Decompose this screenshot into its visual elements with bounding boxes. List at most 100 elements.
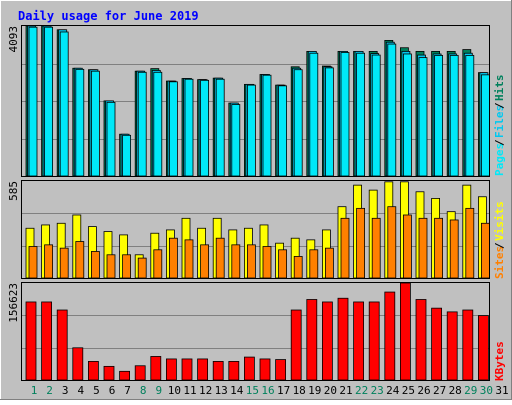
kbytes-bar-day-12 — [197, 358, 209, 381]
sites-bar-day-3 — [59, 247, 69, 279]
kbytes-bar-day-21 — [337, 297, 349, 381]
legend-files: Files — [493, 105, 506, 138]
x-label-day-4: 4 — [77, 384, 84, 397]
sites-bar-day-7 — [122, 254, 131, 279]
kbytes-bar-day-6 — [103, 365, 115, 381]
x-axis-labels: 1 2 3 4 5 6 7 8 9 10 11 12 13 14 15 16 17 18 19 20 21 22 23 24 2… — [31, 384, 509, 397]
kbytes-bar-day-24 — [384, 291, 396, 381]
kbytes-bar-day-18 — [290, 309, 302, 381]
sites-bar-day-28 — [449, 219, 459, 279]
kbytes-bar-day-27 — [431, 307, 443, 381]
sites-bar-day-26 — [418, 217, 428, 279]
sites-bar-day-24 — [387, 206, 397, 279]
legend-sites: Sites — [493, 246, 506, 279]
kbytes-bar-day-19 — [306, 299, 318, 381]
kbytes-bar-day-4 — [72, 347, 84, 381]
x-label-day-28: 28 — [449, 384, 462, 397]
x-label-day-2: 2 — [46, 384, 53, 397]
pages-bar-day-26 — [418, 57, 428, 177]
kbytes-bar-day-2 — [41, 301, 52, 381]
kbytes-y-max-label: 156623 — [7, 283, 20, 323]
kbytes-bar-day-23 — [368, 301, 380, 381]
kbytes-bar-day-1 — [25, 301, 37, 381]
kbytes-bar-day-11 — [181, 358, 193, 381]
sites-bar-day-20 — [324, 247, 334, 279]
x-label-day-29: 29 — [464, 384, 477, 397]
kbytes-bar-day-22 — [353, 301, 365, 381]
pages-bar-day-16 — [262, 74, 272, 177]
sites-bar-day-21 — [340, 217, 350, 279]
pages-bar-day-10 — [168, 81, 178, 177]
pages-bar-day-15 — [246, 84, 256, 177]
sites-bar-day-11 — [184, 239, 194, 279]
sites-bar-day-5 — [91, 251, 100, 279]
legend-visits: Visits — [493, 201, 506, 241]
legend-kbytes: KBytes — [493, 341, 506, 381]
kbytes-bar-day-25 — [399, 282, 411, 381]
pages-bar-day-4 — [75, 68, 85, 177]
pages-bar-day-17 — [278, 85, 288, 177]
x-label-day-8: 8 — [140, 384, 147, 397]
pages-bar-day-22 — [356, 52, 366, 177]
sites-bar-day-16 — [262, 246, 272, 279]
x-label-day-22: 22 — [355, 384, 368, 397]
x-label-day-31: 31 — [495, 384, 508, 397]
sites-bar-day-23 — [371, 217, 381, 279]
sites-bar-day-2 — [44, 244, 53, 279]
x-label-day-5: 5 — [93, 384, 100, 397]
visits-y-max-label: 585 — [7, 181, 20, 201]
kbytes-panel — [21, 282, 490, 381]
x-label-day-23: 23 — [371, 384, 384, 397]
x-label-day-7: 7 — [124, 384, 131, 397]
x-label-day-9: 9 — [155, 384, 162, 397]
x-label-day-13: 13 — [215, 384, 228, 397]
x-label-day-21: 21 — [339, 384, 352, 397]
x-label-day-12: 12 — [199, 384, 212, 397]
kbytes-bar-day-7 — [119, 370, 130, 381]
pages-bar-day-7 — [122, 134, 131, 177]
sites-bar-day-15 — [246, 244, 256, 279]
x-label-day-17: 17 — [277, 384, 290, 397]
pages-bar-day-13 — [215, 78, 225, 177]
x-label-day-18: 18 — [293, 384, 306, 397]
pages-bar-day-21 — [340, 52, 350, 177]
legend-hits: Hits — [493, 75, 506, 102]
pages-bar-day-1 — [28, 26, 38, 177]
pages-bar-day-3 — [59, 31, 69, 177]
kbytes-bar-day-8 — [134, 365, 146, 381]
sites-bar-day-13 — [215, 237, 225, 279]
pages-bar-day-6 — [106, 101, 116, 177]
pages-bar-day-27 — [434, 55, 444, 177]
sites-bar-day-29 — [465, 207, 475, 279]
legend-sep-3: / — [493, 242, 506, 249]
kbytes-bar-day-20 — [321, 301, 333, 381]
pages-bar-day-24 — [387, 43, 397, 177]
x-label-day-27: 27 — [433, 384, 446, 397]
pages-bar-day-28 — [449, 55, 459, 177]
bar-marks — [25, 25, 490, 381]
sites-bar-day-17 — [278, 249, 288, 279]
kbytes-bar-day-10 — [165, 358, 177, 381]
pages-bar-day-20 — [324, 67, 334, 177]
kbytes-bar-day-5 — [88, 361, 99, 381]
sites-bar-day-27 — [434, 217, 444, 279]
pages-bar-day-9 — [153, 71, 163, 177]
x-label-day-24: 24 — [386, 384, 400, 397]
pages-bar-day-5 — [91, 70, 100, 177]
kbytes-bar-day-30 — [477, 315, 489, 381]
pages-bar-day-29 — [465, 55, 475, 177]
legend-sep-1: / — [493, 139, 506, 146]
sites-bar-day-30 — [480, 222, 490, 279]
sites-visits-legend: Sites / Visits — [493, 201, 506, 279]
x-label-day-11: 11 — [183, 384, 196, 397]
kbytes-bar-day-28 — [446, 311, 458, 381]
kbytes-legend: KBytes — [493, 341, 506, 381]
x-label-day-6: 6 — [109, 384, 116, 397]
chart-title: Daily usage for June 2019 — [18, 9, 199, 23]
sites-bar-day-22 — [356, 207, 366, 279]
kbytes-bar-day-3 — [56, 309, 68, 381]
pages-bar-day-18 — [293, 69, 303, 177]
sites-bar-day-12 — [200, 244, 210, 279]
x-label-day-16: 16 — [261, 384, 274, 397]
pages-bar-day-11 — [184, 78, 194, 177]
